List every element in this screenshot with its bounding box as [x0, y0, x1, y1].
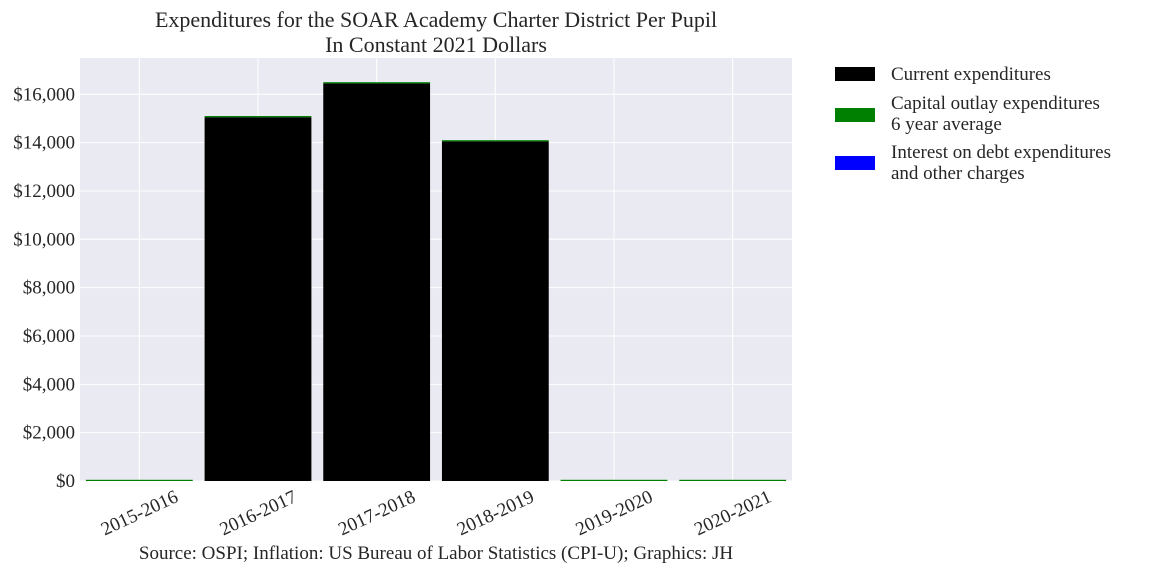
bar-capital-2019-2020	[560, 479, 668, 481]
bar-capital-2020-2021	[679, 479, 787, 481]
bar-current-2017-2018	[323, 83, 431, 481]
y-tick-label: $4,000	[23, 374, 75, 395]
bar-current-2016-2017	[204, 117, 312, 481]
legend-label-interest-line1: Interest on debt expenditures	[891, 142, 1112, 163]
chart-title: Expenditures for the SOAR Academy Charte…	[154, 7, 718, 32]
bar-capital-2015-2016	[85, 479, 193, 481]
y-tick-label: $2,000	[23, 423, 75, 444]
legend-label-current: Current expenditures	[891, 64, 1051, 85]
y-tick-label: $14,000	[13, 133, 75, 154]
x-tick-label: 2019-2020	[573, 486, 656, 540]
y-tick-label: $10,000	[13, 229, 75, 250]
legend-label-capital-line2: 6 year average	[891, 114, 1002, 135]
y-tick-label: $12,000	[13, 181, 75, 202]
bar-capital-2017-2018	[323, 82, 431, 84]
plot-area	[80, 58, 792, 481]
bar-capital-2016-2017	[204, 116, 312, 118]
bar-current-2018-2019	[441, 141, 549, 482]
x-tick-label: 2020-2021	[691, 486, 774, 540]
chart-subtitle: In Constant 2021 Dollars	[325, 32, 547, 57]
y-tick-label: $8,000	[23, 278, 75, 299]
x-tick-label: 2015-2016	[98, 486, 181, 540]
source-note: Source: OSPI; Inflation: US Bureau of La…	[138, 543, 734, 564]
y-tick-label: $16,000	[13, 84, 75, 105]
x-tick-label: 2017-2018	[335, 486, 418, 540]
x-tick-label: 2018-2019	[454, 486, 537, 540]
bar-capital-2018-2019	[441, 140, 549, 142]
y-tick-label: $0	[56, 471, 75, 492]
legend-label-capital-line1: Capital outlay expenditures	[891, 93, 1100, 114]
y-tick-label: $6,000	[23, 326, 75, 347]
x-tick-label: 2016-2017	[217, 486, 300, 540]
legend-swatch-capital	[835, 108, 875, 122]
legend-swatch-current	[835, 67, 875, 81]
legend-label-interest-line2: and other charges	[891, 163, 1025, 184]
legend-swatch-interest	[835, 156, 875, 170]
